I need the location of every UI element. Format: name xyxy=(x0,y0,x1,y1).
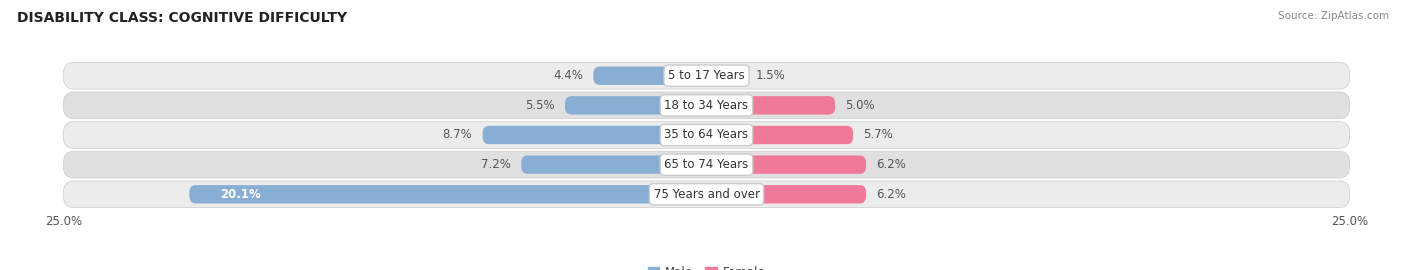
FancyBboxPatch shape xyxy=(593,66,707,85)
Text: 8.7%: 8.7% xyxy=(443,129,472,141)
Text: 5.7%: 5.7% xyxy=(863,129,893,141)
Text: DISABILITY CLASS: COGNITIVE DIFFICULTY: DISABILITY CLASS: COGNITIVE DIFFICULTY xyxy=(17,11,347,25)
Text: Source: ZipAtlas.com: Source: ZipAtlas.com xyxy=(1278,11,1389,21)
FancyBboxPatch shape xyxy=(63,62,1350,89)
FancyBboxPatch shape xyxy=(707,66,745,85)
Text: 4.4%: 4.4% xyxy=(553,69,583,82)
FancyBboxPatch shape xyxy=(482,126,707,144)
Text: 5.0%: 5.0% xyxy=(845,99,875,112)
Text: 5.5%: 5.5% xyxy=(524,99,555,112)
Text: 1.5%: 1.5% xyxy=(755,69,785,82)
Text: 35 to 64 Years: 35 to 64 Years xyxy=(665,129,748,141)
FancyBboxPatch shape xyxy=(707,185,866,204)
FancyBboxPatch shape xyxy=(63,122,1350,148)
FancyBboxPatch shape xyxy=(63,181,1350,208)
Text: 18 to 34 Years: 18 to 34 Years xyxy=(665,99,748,112)
FancyBboxPatch shape xyxy=(707,96,835,114)
FancyBboxPatch shape xyxy=(63,151,1350,178)
FancyBboxPatch shape xyxy=(522,156,707,174)
FancyBboxPatch shape xyxy=(63,92,1350,119)
FancyBboxPatch shape xyxy=(565,96,707,114)
Text: 7.2%: 7.2% xyxy=(481,158,510,171)
Text: 6.2%: 6.2% xyxy=(876,188,907,201)
Text: 20.1%: 20.1% xyxy=(221,188,262,201)
FancyBboxPatch shape xyxy=(190,185,707,204)
Text: 5 to 17 Years: 5 to 17 Years xyxy=(668,69,745,82)
Text: 65 to 74 Years: 65 to 74 Years xyxy=(665,158,748,171)
Text: 75 Years and over: 75 Years and over xyxy=(654,188,759,201)
Text: 6.2%: 6.2% xyxy=(876,158,907,171)
FancyBboxPatch shape xyxy=(707,126,853,144)
FancyBboxPatch shape xyxy=(707,156,866,174)
Legend: Male, Female: Male, Female xyxy=(643,261,770,270)
